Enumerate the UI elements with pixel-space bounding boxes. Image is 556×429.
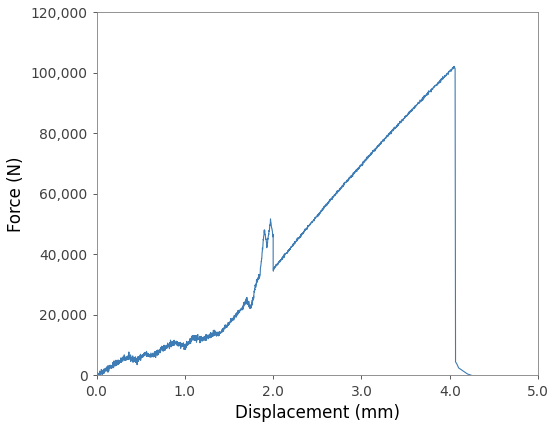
Y-axis label: Force (N): Force (N) [7, 156, 25, 232]
X-axis label: Displacement (mm): Displacement (mm) [235, 404, 400, 422]
